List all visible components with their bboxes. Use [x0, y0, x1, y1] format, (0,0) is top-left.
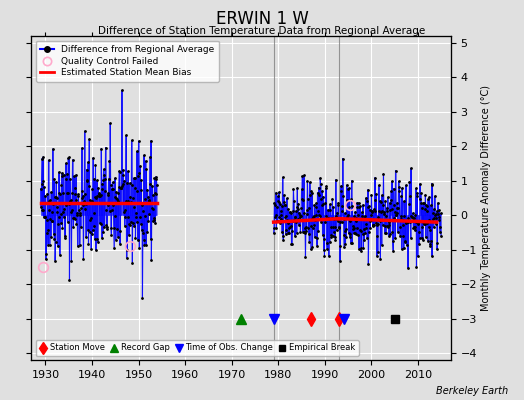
Text: Difference of Station Temperature Data from Regional Average: Difference of Station Temperature Data f…	[99, 26, 425, 36]
Y-axis label: Monthly Temperature Anomaly Difference (°C): Monthly Temperature Anomaly Difference (…	[481, 85, 491, 311]
Text: ERWIN 1 W: ERWIN 1 W	[215, 10, 309, 28]
Text: Berkeley Earth: Berkeley Earth	[436, 386, 508, 396]
Legend: Station Move, Record Gap, Time of Obs. Change, Empirical Break: Station Move, Record Gap, Time of Obs. C…	[36, 340, 358, 356]
